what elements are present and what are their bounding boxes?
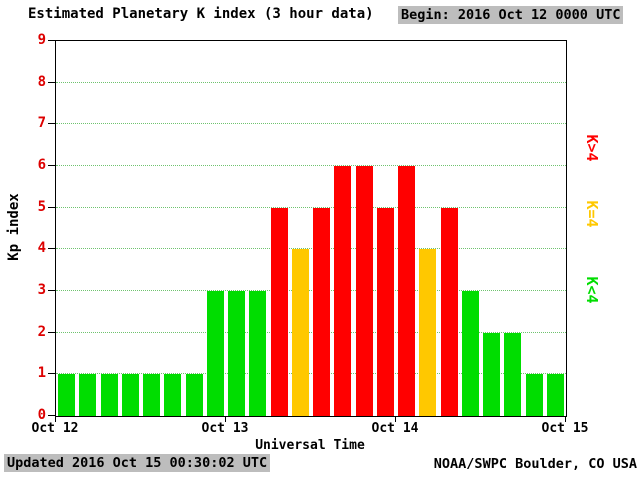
legend-label: K=4	[583, 200, 601, 228]
y-axis-tick-label: 5	[37, 198, 46, 215]
kp-bar	[291, 249, 309, 416]
kp-bar	[398, 166, 416, 416]
x-axis-tick-label: Oct 14	[371, 421, 419, 436]
kp-bar	[185, 374, 203, 416]
data-source-credit: NOAA/SWPC Boulder, CO USA	[433, 456, 637, 472]
gridline	[56, 331, 566, 333]
kp-bar	[483, 332, 501, 416]
y-axis-tick-mark	[48, 206, 55, 208]
y-axis-tick-label: 3	[37, 282, 46, 298]
y-axis-tick-mark	[48, 290, 55, 291]
y-axis-tick-mark	[48, 40, 55, 41]
kp-bar	[121, 374, 139, 416]
updated-timestamp: Updated 2016 Oct 15 00:30:02 UTC	[4, 454, 271, 472]
plot-area	[55, 40, 567, 417]
y-axis-tick-mark	[48, 123, 55, 125]
kp-bar	[58, 374, 76, 416]
x-axis-tick-mark	[55, 416, 56, 422]
x-axis-tick-label: Oct 13	[201, 421, 249, 436]
gridline	[56, 373, 566, 375]
gridline	[56, 81, 566, 83]
kp-bar	[79, 374, 97, 416]
kp-bar	[100, 374, 118, 416]
y-axis-tick-label: 6	[37, 157, 46, 173]
y-axis-tick-mark	[48, 415, 55, 416]
gridline	[56, 123, 566, 125]
gridline	[56, 206, 566, 208]
kp-bar	[228, 291, 246, 416]
gridline	[56, 165, 566, 166]
kp-bar	[270, 207, 288, 416]
legend-label: K<4	[583, 276, 601, 304]
y-axis-title: Kp index	[6, 193, 22, 261]
y-axis-tick-label: 7	[37, 115, 46, 132]
kp-bar	[313, 207, 331, 416]
kp-bar	[504, 332, 522, 416]
kp-bar	[461, 291, 479, 416]
kp-bar	[546, 374, 564, 416]
y-axis-tick-label: 9	[37, 32, 46, 48]
kp-bar	[164, 374, 182, 416]
gridline	[56, 248, 566, 250]
y-axis-tick-label: 0	[37, 407, 46, 423]
kp-bar	[249, 291, 267, 416]
chart-title: Estimated Planetary K index (3 hour data…	[28, 6, 374, 22]
kp-bar	[334, 166, 352, 416]
x-axis-tick-label: Oct 12	[31, 421, 79, 436]
kp-bar	[525, 374, 543, 416]
y-axis-tick-label: 2	[37, 323, 46, 340]
x-axis-tick-mark	[225, 416, 226, 422]
begin-timestamp: Begin: 2016 Oct 12 0000 UTC	[398, 6, 624, 24]
kp-bar	[419, 249, 437, 416]
x-axis-tick-label: Oct 15	[541, 421, 589, 436]
y-axis-tick-mark	[48, 373, 55, 375]
kp-bar	[206, 291, 224, 416]
kp-bar	[355, 166, 373, 416]
y-axis-tick-mark	[48, 165, 55, 166]
x-axis-tick-mark	[565, 416, 566, 422]
x-axis-tick-mark	[395, 416, 396, 422]
kp-bar	[440, 207, 458, 416]
y-axis-tick-label: 8	[37, 73, 46, 90]
kp-bar	[376, 207, 394, 416]
x-axis-title: Universal Time	[255, 438, 365, 453]
y-axis-tick-label: 4	[37, 240, 46, 257]
gridline	[56, 290, 566, 291]
y-axis-tick-mark	[48, 248, 55, 250]
kp-bar	[143, 374, 161, 416]
legend-label: K>4	[583, 134, 601, 162]
y-axis-tick-label: 1	[37, 365, 46, 382]
y-axis-tick-mark	[48, 81, 55, 83]
y-axis-tick-mark	[48, 331, 55, 333]
